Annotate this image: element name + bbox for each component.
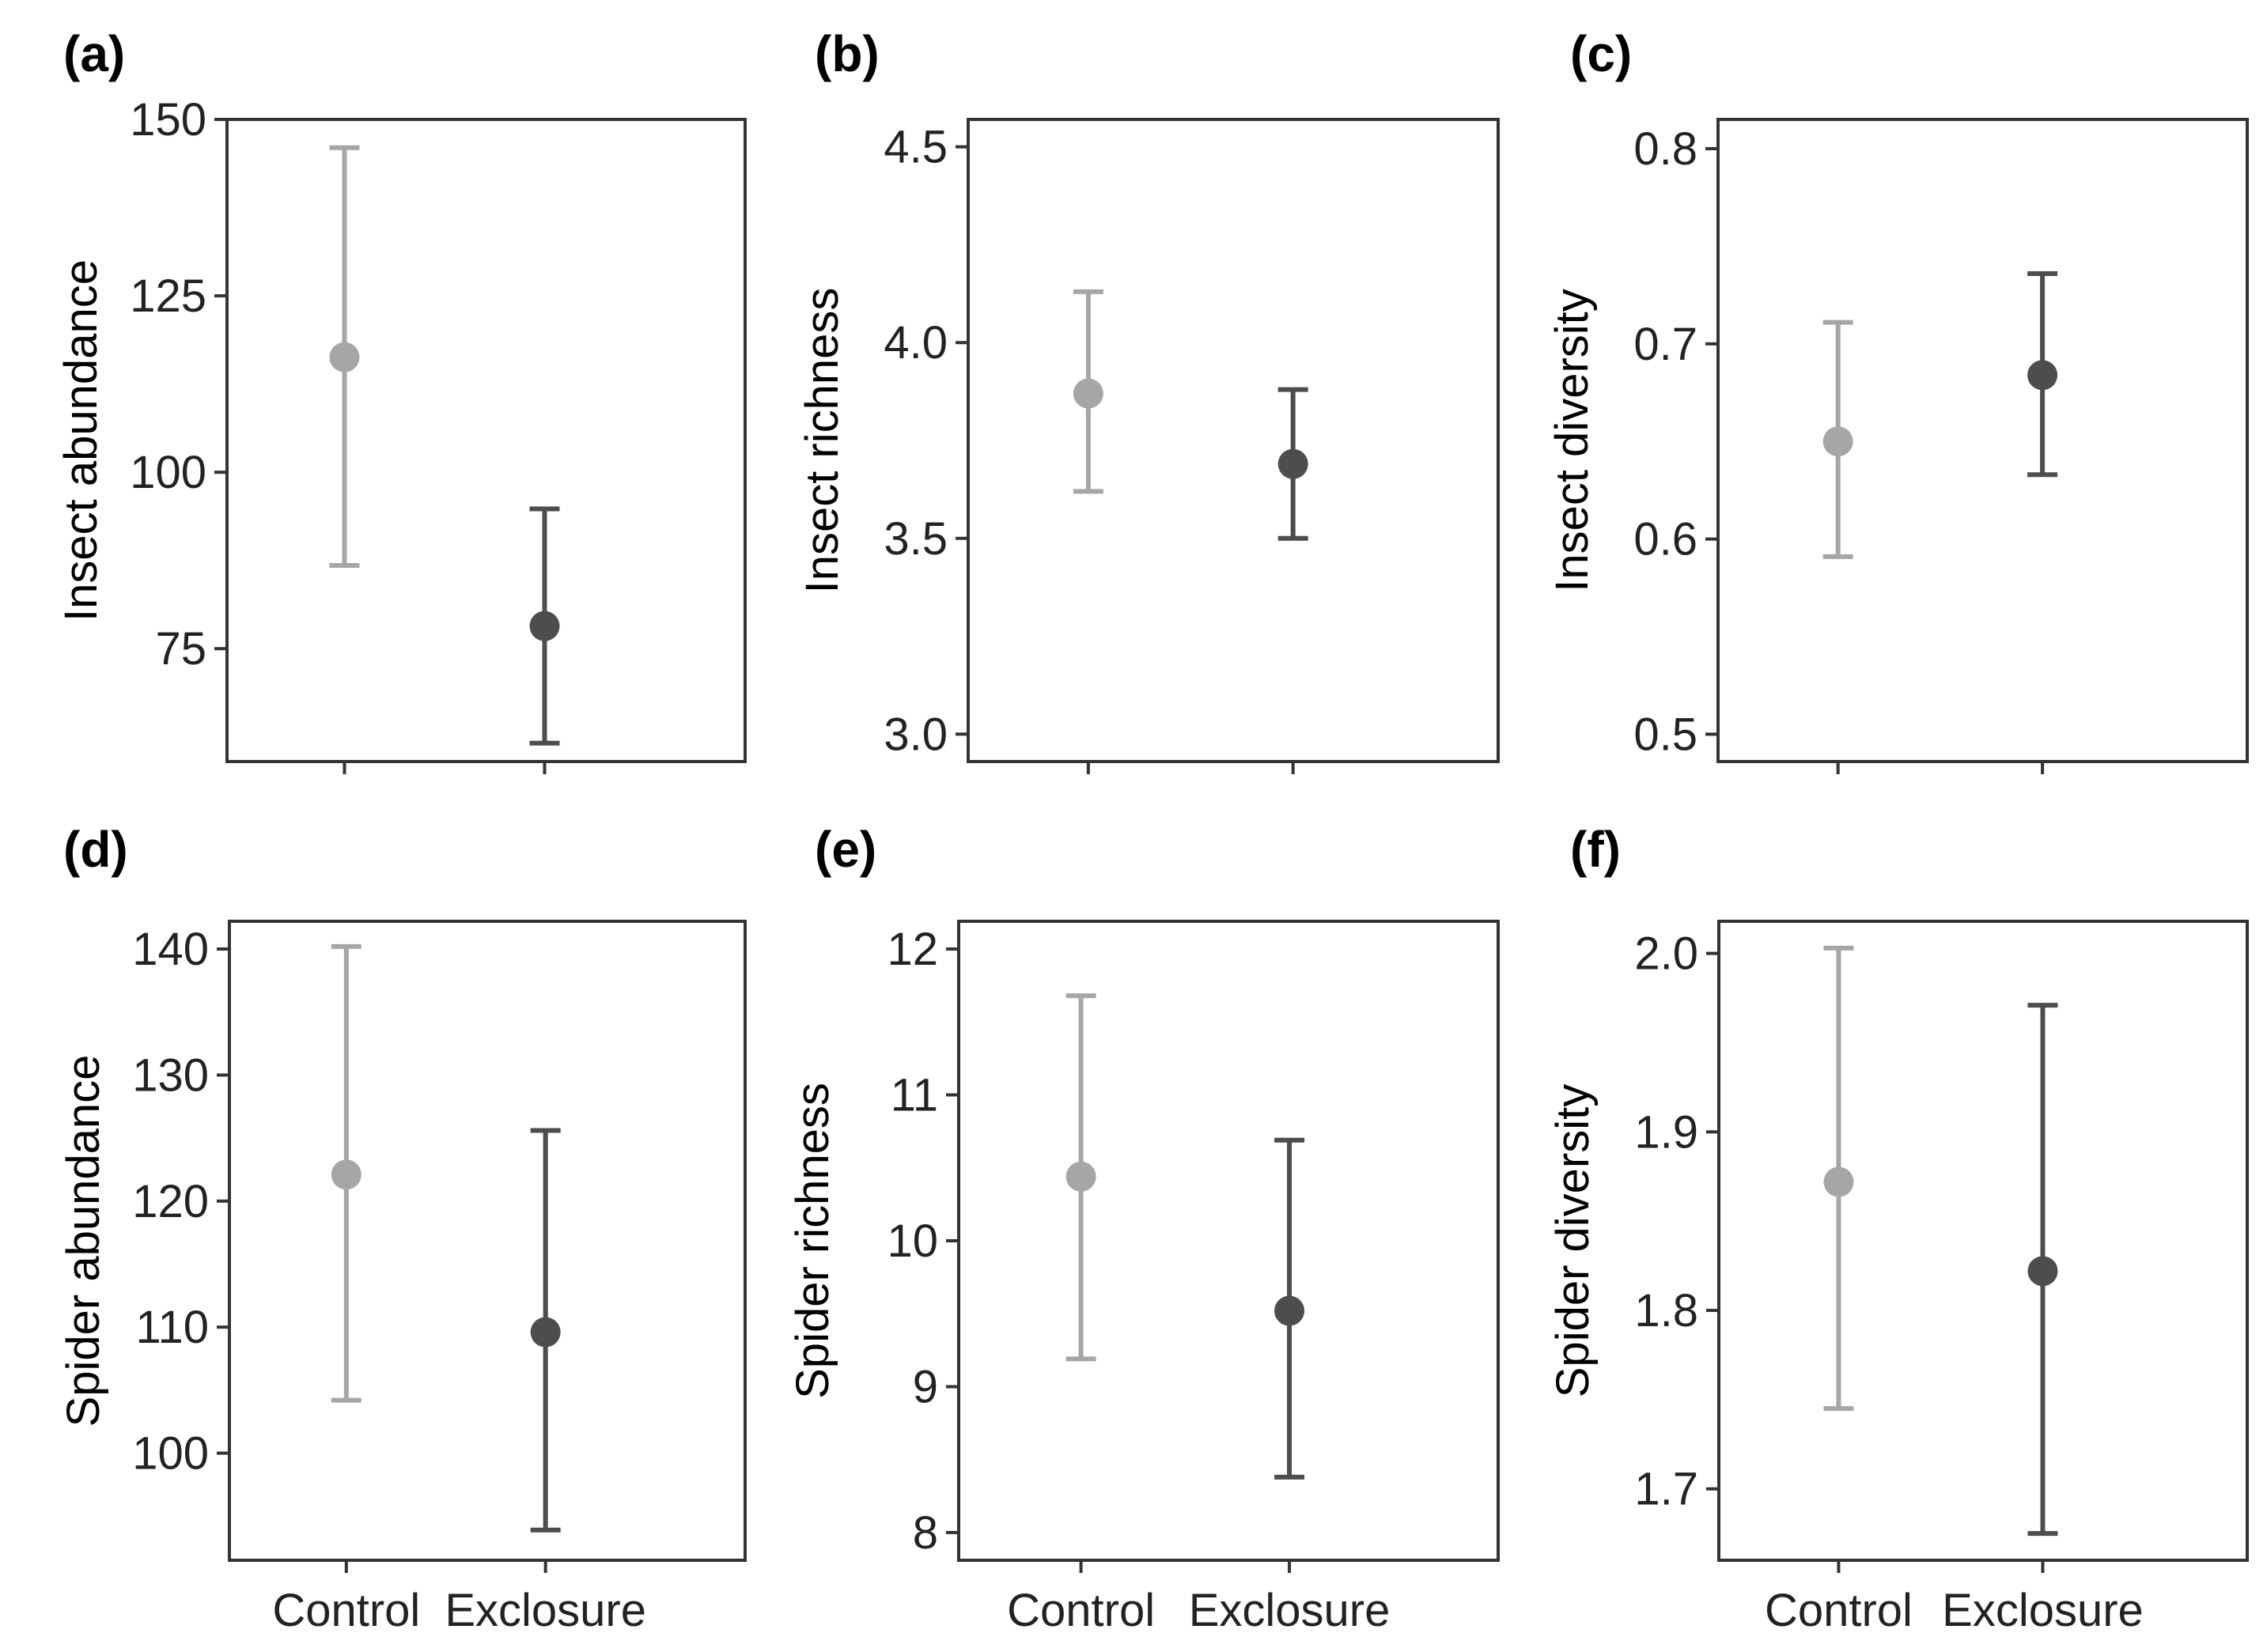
panel-letter: (a) bbox=[63, 25, 125, 82]
panel-letter: (e) bbox=[815, 821, 876, 878]
panel-letter: (f) bbox=[1570, 821, 1621, 878]
y-tick-label: 12 bbox=[887, 924, 938, 975]
y-tick-label: 10 bbox=[887, 1215, 938, 1267]
panel-a: (a) 75 100 125 150 Insect abundance bbox=[55, 25, 747, 774]
x-tick-label-exclosure: Exclosure bbox=[1189, 1585, 1391, 1636]
panel-e: (e) 8 9 10 11 12 Control Exclosure Spider richne… bbox=[787, 821, 1500, 1636]
point-control bbox=[1822, 426, 1853, 457]
y-tick-label: 125 bbox=[130, 270, 206, 322]
y-tick-label: 1.7 bbox=[1634, 1464, 1698, 1515]
point-exclosure bbox=[529, 611, 560, 641]
x-tick-label-control: Control bbox=[272, 1585, 420, 1636]
y-tick-label: 0.8 bbox=[1633, 123, 1697, 175]
point-exclosure bbox=[530, 1317, 561, 1348]
plot-frame bbox=[225, 118, 747, 763]
y-tick-label: 11 bbox=[891, 1070, 938, 1121]
y-tick-label: 1.8 bbox=[1634, 1285, 1698, 1336]
x-tick-label-exclosure: Exclosure bbox=[1942, 1585, 2144, 1636]
panel-letter: (d) bbox=[63, 821, 128, 878]
plot-frame bbox=[1716, 118, 2249, 763]
y-tick-label: 0.6 bbox=[1633, 514, 1697, 565]
y-tick-label: 0.7 bbox=[1633, 319, 1697, 370]
y-tick-label: 120 bbox=[132, 1176, 209, 1227]
y-tick-label: 2.0 bbox=[1634, 928, 1698, 980]
point-exclosure bbox=[2027, 1256, 2058, 1287]
y-tick-label: 1.9 bbox=[1634, 1106, 1698, 1158]
y-axis-title: Spider abundance bbox=[58, 1055, 109, 1427]
y-axis-title: Insect diversity bbox=[1546, 289, 1598, 592]
panel-d: (d) 100 110 120 130 140 Control Exclosure Spider… bbox=[58, 821, 747, 1636]
y-axis-title: Spider diversity bbox=[1547, 1084, 1599, 1397]
y-axis-title: Insect richness bbox=[797, 288, 848, 594]
y-tick-label: 100 bbox=[132, 1428, 209, 1480]
point-exclosure bbox=[1277, 448, 1308, 479]
y-tick-label: 150 bbox=[130, 94, 206, 146]
y-tick-label: 4.5 bbox=[884, 122, 948, 173]
x-tick-label-control: Control bbox=[1765, 1585, 1913, 1636]
point-control bbox=[331, 1159, 361, 1190]
panel-letter: (c) bbox=[1570, 25, 1632, 82]
point-control bbox=[1823, 1166, 1854, 1197]
point-control bbox=[1073, 378, 1103, 409]
point-control bbox=[329, 342, 360, 372]
panel-f: (f) 1.7 1.8 1.9 2.0 Control Exclosure Spider di… bbox=[1547, 821, 2249, 1636]
plot-frame bbox=[957, 920, 1500, 1562]
x-tick-label-exclosure: Exclosure bbox=[445, 1585, 646, 1636]
y-tick-label: 140 bbox=[132, 924, 209, 975]
plot-frame bbox=[228, 920, 747, 1562]
y-tick-label: 9 bbox=[913, 1361, 938, 1412]
plot-frame bbox=[1717, 920, 2249, 1562]
point-exclosure bbox=[2027, 360, 2058, 391]
x-tick-label-control: Control bbox=[1007, 1585, 1155, 1636]
point-control bbox=[1065, 1161, 1096, 1192]
panel-c: (c) 0.5 0.6 0.7 0.8 Insect diversity bbox=[1546, 25, 2249, 774]
panel-letter: (b) bbox=[815, 25, 880, 82]
y-tick-label: 110 bbox=[136, 1302, 209, 1353]
y-tick-label: 8 bbox=[913, 1507, 938, 1559]
y-tick-label: 3.5 bbox=[884, 513, 948, 565]
plot-frame bbox=[967, 118, 1500, 763]
y-tick-label: 130 bbox=[132, 1049, 209, 1101]
y-axis-title: Spider richness bbox=[787, 1083, 838, 1399]
panel-b: (b) 3.0 3.5 4.0 4.5 Insect richness bbox=[797, 25, 1500, 774]
y-tick-label: 3.0 bbox=[884, 709, 948, 760]
y-tick-label: 0.5 bbox=[1633, 709, 1697, 760]
y-tick-label: 75 bbox=[155, 623, 206, 675]
point-exclosure bbox=[1274, 1295, 1305, 1326]
y-tick-label: 4.0 bbox=[884, 317, 948, 369]
y-axis-title: Insect abundance bbox=[55, 259, 107, 622]
y-tick-label: 100 bbox=[130, 447, 206, 498]
